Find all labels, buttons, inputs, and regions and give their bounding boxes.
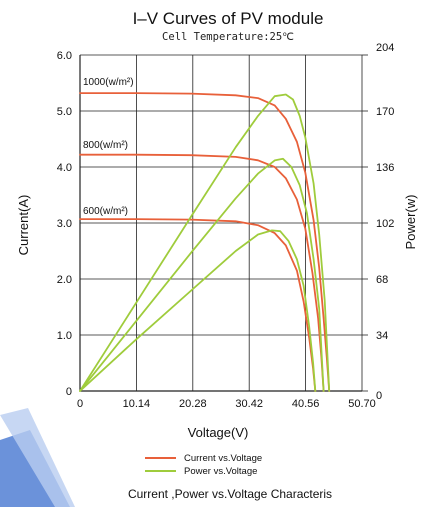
current-curve-800 [79, 153, 325, 392]
x-tick-label: 50.70 [348, 398, 376, 410]
chart-caption: Current ,Power vs.Voltage Characteris [128, 487, 332, 501]
y-left-tick-label: 0 [66, 386, 72, 398]
irradiance-annotations: 1000(w/m²) 800(w/m²) 600(w/m²) [83, 77, 134, 217]
series-lines [79, 92, 331, 392]
legend-label-current: Current vs.Voltage [184, 453, 262, 464]
irradiance-label-800: 800(w/m²) [83, 140, 128, 151]
x-tick-label: 0 [77, 398, 83, 410]
current-curve-1000 [79, 92, 331, 392]
y-left-tick-label: 1.0 [57, 330, 72, 342]
decorative-blue-shape-light [0, 408, 75, 507]
y-right-tick-label: 102 [376, 218, 394, 230]
y-right-tick-label: 34 [376, 330, 388, 342]
x-tick-label: 30.42 [235, 398, 263, 410]
current-curve-600 [79, 218, 317, 392]
y-axis-left-label: Current(A) [16, 195, 31, 256]
y-left-tick-label: 3.0 [57, 218, 72, 230]
grid [79, 54, 368, 392]
legend: Current vs.Voltage Power vs.Voltage [145, 453, 262, 477]
legend-label-power: Power vs.Voltage [184, 466, 257, 477]
power-curve-600 [79, 229, 317, 392]
irradiance-label-600: 600(w/m²) [83, 206, 128, 217]
x-axis-label: Voltage(V) [188, 425, 249, 440]
chart-title: I–V Curves of PV module [133, 9, 324, 28]
y-axis-right-label: Power(w) [403, 195, 418, 250]
x-tick-label: 10.14 [123, 398, 151, 410]
power-curve-1000 [79, 93, 331, 392]
y-left-tick-label: 4.0 [57, 162, 72, 174]
y-left-tick-label: 5.0 [57, 106, 72, 118]
y-right-tick-label: 170 [376, 106, 394, 118]
x-tick-label: 40.56 [292, 398, 320, 410]
chart-subtitle: Cell Temperature:25℃ [162, 31, 294, 43]
y-right-tick-label: 68 [376, 274, 388, 286]
y-left-tick-label: 2.0 [57, 274, 72, 286]
tick-labels: 0 1.0 2.0 3.0 4.0 5.0 6.0 0 34 68 102 136 170 204 0 10.… [57, 42, 395, 410]
y-right-tick-label: 204 [376, 42, 394, 54]
y-right-tick-label: 0 [376, 390, 382, 402]
irradiance-label-1000: 1000(w/m²) [83, 77, 134, 88]
power-curve-800 [79, 157, 325, 392]
y-right-tick-label: 136 [376, 162, 394, 174]
y-left-tick-label: 6.0 [57, 50, 72, 62]
x-tick-label: 20.28 [179, 398, 207, 410]
